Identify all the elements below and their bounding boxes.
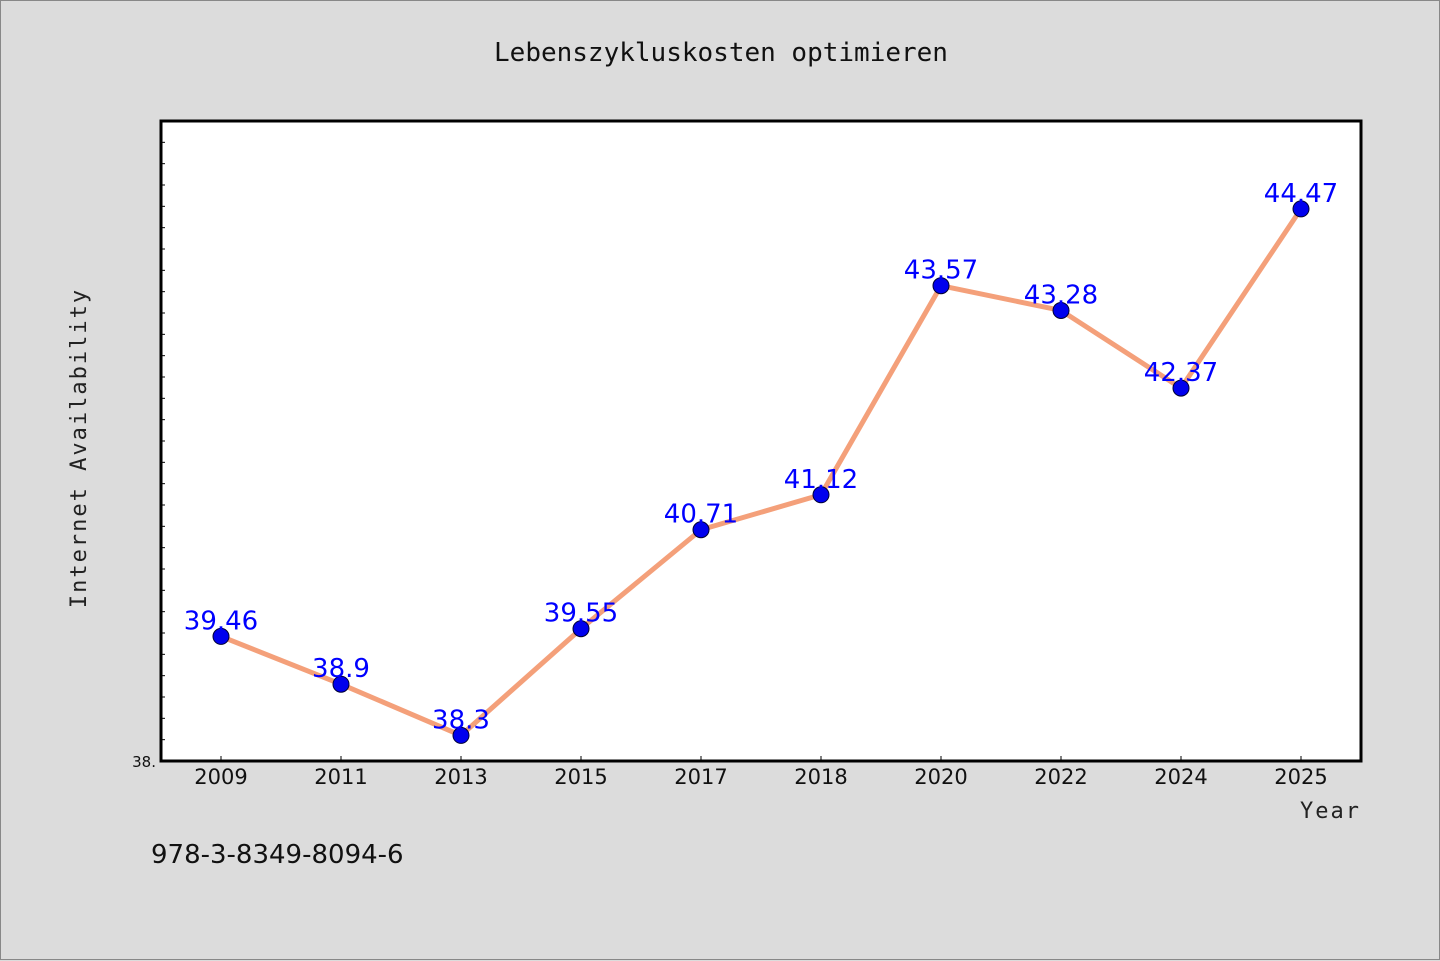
data-point [1052,301,1070,319]
data-point [572,620,590,638]
x-tick-label: 2024 [1154,765,1207,789]
x-tick-label: 2015 [554,765,607,789]
x-axis-ticks: 2009 2011 2013 2015 2017 2018 2020 2022 2024 2025 [194,756,1328,789]
isbn-text: 978-3-8349-8094-6 [151,840,404,870]
data-point [692,521,710,539]
data-point [1172,379,1190,397]
plot-area [159,119,1363,763]
y-axis-title: Internet Availability [67,288,92,608]
x-tick-label: 2009 [194,765,247,789]
data-label: 40.71 [664,500,738,530]
x-tick-label: 2017 [674,765,727,789]
data-label: 44.47 [1264,179,1338,209]
x-tick-label: 2020 [914,765,967,789]
data-label: 38.9 [312,654,370,684]
data-label: 41.12 [784,465,858,495]
x-axis-title: Year [1300,799,1361,824]
y-axis-ticks: 38. [132,141,165,771]
data-point [812,486,830,504]
x-tick-label: 2018 [794,765,847,789]
x-tick-label: 2013 [434,765,487,789]
data-point [332,675,350,693]
series-line [220,207,1304,738]
data-label: 39.55 [544,599,618,629]
data-markers [212,200,1310,744]
data-point [1292,200,1310,218]
data-label: 43.57 [904,256,978,286]
data-label: 38.3 [432,705,490,735]
data-point [452,726,470,744]
data-labels: 39.46 38.9 38.3 39.55 40.71 41.12 43.57 43.28 42… [184,179,1338,736]
y-tick-label: 38. [132,753,156,771]
data-label: 43.28 [1024,280,1098,310]
data-point [932,277,950,295]
series-line-group [220,207,1304,738]
data-label: 42.37 [1144,358,1218,388]
data-label: 39.46 [184,606,258,636]
x-tick-label: 2011 [314,765,367,789]
data-point [212,627,230,645]
x-tick-label: 2022 [1034,765,1087,789]
x-tick-label: 2025 [1274,765,1327,789]
chart-title: Lebenszykluskosten optimieren [494,38,948,68]
